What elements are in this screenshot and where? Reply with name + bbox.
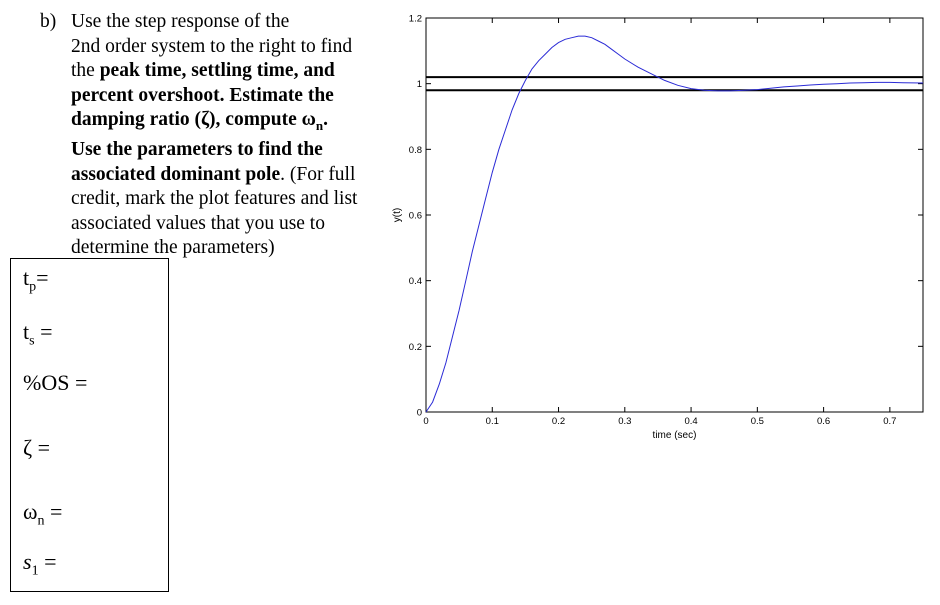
settling-time-equals: = — [34, 319, 53, 344]
question-text-segment: n — [315, 117, 324, 133]
question-line: Use the parameters to find the — [71, 138, 381, 163]
y-tick-label: 0.2 — [409, 342, 422, 353]
x-tick-label: 0.7 — [883, 416, 896, 427]
damping-ratio-field[interactable]: ζ = — [23, 435, 50, 461]
overshoot-label: %OS = — [23, 370, 88, 395]
peak-time-subscript: p — [29, 279, 37, 295]
question-body: Use the step response of the 2nd order sy… — [71, 10, 381, 261]
question-line: percent overshoot. Estimate the — [71, 84, 381, 109]
natural-frequency-subscript: n — [37, 513, 45, 529]
x-axis-label: time (sec) — [653, 430, 697, 441]
settling-time-field[interactable]: ts = — [23, 319, 53, 349]
x-tick-label: 0.2 — [552, 416, 565, 427]
natural-frequency-equals: = — [44, 499, 63, 524]
question-text-segment: credit, mark the plot features and list — [71, 188, 358, 210]
peak-time-symbol: t — [23, 265, 30, 290]
question-text-segment: Use the step response of the — [71, 11, 290, 32]
question-text-segment: associated dominant pole — [71, 163, 281, 185]
question-number: b) — [40, 11, 57, 32]
natural-frequency-field[interactable]: ωn = — [23, 499, 62, 529]
natural-frequency-symbol: ω — [23, 499, 38, 524]
question-text-segment: 2nd order system to the right to find — [71, 35, 353, 57]
x-tick-label: 0.5 — [751, 416, 764, 427]
question-text-segment: associated values that you use to — [71, 212, 325, 234]
peak-time-equals: = — [36, 265, 49, 290]
y-tick-label: 0 — [417, 408, 422, 419]
question-line: credit, mark the plot features and list — [71, 187, 381, 212]
question-line: the peak time, settling time, and — [71, 59, 381, 84]
peak-time-field[interactable]: tp= — [23, 265, 49, 295]
question-text-segment: Use the parameters to find the — [71, 139, 323, 161]
dominant-pole-symbol: s — [23, 549, 32, 574]
x-tick-label: 0 — [423, 416, 428, 427]
question-line: associated dominant pole. (For full — [71, 163, 381, 188]
damping-ratio-label: ζ = — [23, 435, 51, 460]
question-line: determine the parameters) — [71, 236, 381, 261]
overshoot-field[interactable]: %OS = — [23, 370, 87, 396]
question-line: 2nd order system to the right to find — [71, 35, 381, 60]
y-tick-label: 0.6 — [409, 211, 422, 222]
y-tick-label: 0.8 — [409, 145, 422, 156]
question-text-segment: percent overshoot. Estimate the — [71, 84, 334, 106]
question-text-segment: damping ratio (ζ), compute ω — [71, 109, 316, 130]
question-text-segment: . (For full — [280, 163, 356, 185]
question-text-segment: . — [323, 109, 329, 130]
x-tick-label: 0.6 — [817, 416, 830, 427]
x-tick-label: 0.4 — [684, 416, 697, 427]
dominant-pole-equals: = — [38, 549, 57, 574]
y-axis-label: y(t) — [392, 208, 403, 222]
question-line: damping ratio (ζ), compute ωn. — [71, 108, 381, 138]
dominant-pole-field[interactable]: s1 = — [23, 549, 56, 579]
question-line: Use the step response of the — [71, 10, 381, 35]
dominant-pole-subscript: 1 — [31, 563, 39, 579]
question-text-segment: determine the parameters) — [71, 237, 275, 259]
y-tick-label: 0.4 — [409, 276, 422, 287]
question-text-segment: the — [71, 60, 100, 81]
question-text-segment: peak time, settling time, and — [99, 60, 335, 81]
answer-box: tp= ts = %OS = ζ = ωn = s1 = — [10, 258, 169, 592]
y-tick-label: 1 — [417, 79, 422, 90]
settling-time-subscript: s — [29, 333, 35, 349]
step-response-line — [425, 35, 924, 413]
x-tick-label: 0.1 — [486, 416, 499, 427]
question-line: associated values that you use to — [71, 212, 381, 237]
y-tick-label: 1.2 — [409, 14, 422, 25]
x-tick-label: 0.3 — [618, 416, 631, 427]
settling-time-symbol: t — [23, 319, 30, 344]
step-response-chart: 0 0.1 0.2 0.3 0.4 0.5 0.6 0.7 0 0.2 0.4 0.6 0.8 1 1.2 t… — [392, 14, 924, 441]
